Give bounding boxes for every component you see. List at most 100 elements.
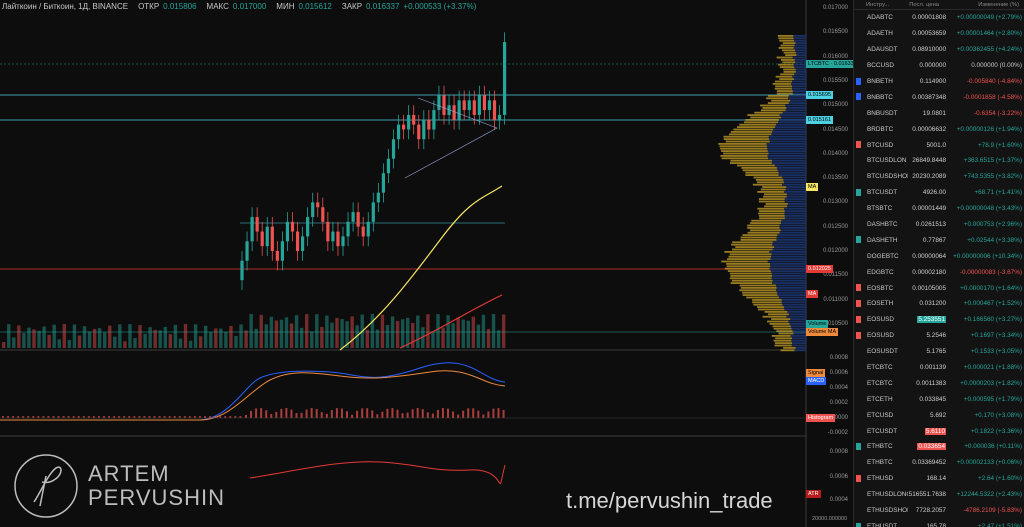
watchlist-row[interactable]: ADABTC 0.00001808 +0.00000049 (+2.79%)	[854, 10, 1024, 26]
watchlist-row[interactable]: ETHUSDT 165.78 +2.47 (+1.51%)	[854, 519, 1024, 527]
watchlist-row[interactable]: BCCUSD 0.000000 0.000000 (0.00%)	[854, 58, 1024, 74]
watermark: ARTEM PERVUSHIN	[12, 452, 225, 520]
watchlist-row[interactable]: BNBBTC 0.00387348 -0.0001858 (-4.58%)	[854, 89, 1024, 105]
volume-bar	[371, 314, 374, 348]
watchlist-row[interactable]: BTCUSDSHORT 20230.2089 +743.5355 (+3.82%)	[854, 169, 1024, 185]
flag-icon[interactable]	[856, 523, 861, 527]
volume-profile-bar	[773, 129, 806, 131]
volume-profile-bar	[768, 157, 806, 159]
chart-area[interactable]: Лайткоин / Биткоин, 1Д, BINANCE ОТКР 0.01…	[0, 0, 853, 527]
volume-profile-bar	[750, 222, 781, 224]
watchlist-row[interactable]: EOSBTC 0.00105005 +0.0000170 (+1.64%)	[854, 280, 1024, 296]
watchlist-row[interactable]: BNBETH 0.114900 -0.005840 (-4.84%)	[854, 74, 1024, 90]
volume-bar	[128, 324, 131, 348]
watchlist-row[interactable]: ETHBTC 0.03369452 +0.00002133 (+0.06%)	[854, 455, 1024, 471]
watchlist-row[interactable]: DASHETH 0.77867 +0.02544 (+3.38%)	[854, 232, 1024, 248]
watchlist-row[interactable]: BTSBTC 0.00001449 +0.00000048 (+3.43%)	[854, 201, 1024, 217]
volume-profile-bar	[772, 277, 806, 279]
watchlist-row[interactable]: ETCUSDT 5.6110 +0.1822 (+3.36%)	[854, 423, 1024, 439]
col-change[interactable]: Изменение (%)	[939, 2, 1019, 8]
col-last-price[interactable]: Посл. цена	[897, 2, 939, 8]
row-change: +0.1533 (+3.05%)	[946, 348, 1022, 355]
volume-bar	[214, 328, 217, 348]
volume-profile-bar	[774, 246, 806, 248]
watchlist-row[interactable]: ETHBTC 0.033654 +0.000036 (+0.11%)	[854, 439, 1024, 455]
last-price-tag: LTCBTC · 0.016337	[806, 60, 859, 68]
flag-icon[interactable]	[856, 284, 861, 291]
row-change: +78.9 (+1.60%)	[946, 142, 1022, 149]
watchlist-row[interactable]: ETCETH 0.033845 +0.000595 (+1.79%)	[854, 391, 1024, 407]
price-chart[interactable]	[0, 0, 853, 527]
volume-profile-bar	[781, 220, 806, 222]
histogram-bar	[53, 416, 55, 418]
volume-bar	[249, 314, 252, 348]
watchlist-row[interactable]: ETCUSD 5.692 +0.170 (+3.08%)	[854, 407, 1024, 423]
flag-icon[interactable]	[856, 78, 861, 85]
watchlist-row[interactable]: BRDBTC 0.00006632 +0.00000126 (+1.94%)	[854, 121, 1024, 137]
histogram-bar	[229, 416, 231, 418]
volume-profile-bar	[783, 42, 796, 44]
volume-profile-bar	[772, 275, 806, 277]
volume-profile-bar	[770, 141, 806, 143]
watchlist-row[interactable]: BTCUSD 5001.0 +78.9 (+1.60%)	[854, 137, 1024, 153]
flag-icon[interactable]	[856, 300, 861, 307]
volume-profile-bar	[789, 102, 806, 104]
histogram-bar	[154, 416, 156, 418]
watchlist-row[interactable]: ADAUSDT 0.08910000 +0.00362455 (+4.24%)	[854, 42, 1024, 58]
watchlist-row[interactable]: ETHUSD 168.14 +2.64 (+1.60%)	[854, 471, 1024, 487]
watchlist-row[interactable]: EOSUSD 5.2546 +0.1697 (+3.34%)	[854, 328, 1024, 344]
volume-profile-bar	[775, 81, 792, 83]
volume-profile-bar	[720, 148, 767, 150]
volume-profile-bar	[757, 191, 784, 193]
watchlist-row[interactable]: ETCBTC 0.001139 +0.000021 (+1.88%)	[854, 360, 1024, 376]
watchlist-row[interactable]: DOGEBTC 0.00000064 +0.00000006 (+10.34%)	[854, 248, 1024, 264]
watchlist-row[interactable]: EDGBTC 0.00002180 -0.00000083 (-3.67%)	[854, 264, 1024, 280]
candle-body	[432, 110, 435, 129]
price-scale[interactable]: 0.017000 0.016500 0.016000 0.015500 0.015000…	[806, 0, 853, 527]
histogram-bar	[118, 416, 120, 418]
watchlist-row[interactable]: EOSUSD 5.253551 +0.166560 (+3.27%)	[854, 312, 1024, 328]
flag-icon[interactable]	[856, 141, 861, 148]
row-price: 0.00105005	[908, 285, 946, 292]
volume-bar	[462, 320, 465, 348]
histogram-bar	[78, 416, 80, 418]
histogram-bar	[194, 416, 196, 418]
candle-body	[281, 241, 284, 260]
volume-profile-bar	[733, 129, 773, 131]
flag-icon[interactable]	[856, 332, 861, 339]
flag-icon[interactable]	[856, 475, 861, 482]
flag-icon[interactable]	[856, 443, 861, 450]
histogram-bar	[301, 413, 303, 418]
watchlist-row[interactable]: EOSETH 0.031200 +0.000467 (+1.52%)	[854, 296, 1024, 312]
volume-profile-bar	[757, 208, 784, 210]
flag-icon[interactable]	[856, 93, 861, 100]
volume-bar	[330, 323, 333, 348]
symbol-label[interactable]: Лайткоин / Биткоин, 1Д, BINANCE	[2, 2, 128, 11]
volume-profile-bar	[781, 59, 795, 61]
volume-profile-bar	[779, 174, 806, 176]
watchlist-row[interactable]: ETCBTC 0.0011383 +0.0000203 (+1.82%)	[854, 375, 1024, 391]
volume-profile-bar	[724, 251, 769, 253]
volume-profile-bar	[756, 179, 784, 181]
watchlist-row[interactable]: DASHBTC 0.0261513 +0.000753 (+2.96%)	[854, 217, 1024, 233]
watchlist-row[interactable]: BTCUSDT 4926.00 +68.71 (+1.41%)	[854, 185, 1024, 201]
close-label: ЗАКР	[342, 2, 362, 11]
watchlist-row[interactable]: BTCUSDLON 26849.8448 +363.6515 (+1.37%)	[854, 153, 1024, 169]
watchlist-row[interactable]: ETHUSDSHORT 7728.2057 -4786.2109 (-5.83%)	[854, 503, 1024, 519]
row-price-value: 0.0011383	[916, 380, 946, 387]
watchlist-row[interactable]: EOSUSDT 5.1765 +0.1533 (+3.05%)	[854, 344, 1024, 360]
row-price-value: 0.000000	[919, 62, 946, 69]
watchlist-row[interactable]: BNBUSDT 19.0801 -0.6354 (-3.22%)	[854, 105, 1024, 121]
watchlist-row[interactable]: ETHUSDLONG 516551.7638 +12244.5322 (+2.43%…	[854, 487, 1024, 503]
flag-icon[interactable]	[856, 316, 861, 323]
flag-icon[interactable]	[856, 189, 861, 196]
watchlist-panel[interactable]: Инстру... Посл. цена Изменение (%) ADABT…	[853, 0, 1024, 527]
histogram-bar	[255, 408, 257, 418]
volume-profile-bar	[754, 112, 782, 114]
volume-profile-bar	[778, 169, 806, 171]
volume-profile-bar	[792, 337, 806, 339]
col-symbol[interactable]: Инстру...	[854, 2, 897, 8]
flag-icon[interactable]	[856, 236, 861, 243]
volume-profile-bar	[725, 268, 770, 270]
watchlist-row[interactable]: ADAETH 0.00053659 +0.00001464 (+2.80%)	[854, 26, 1024, 42]
